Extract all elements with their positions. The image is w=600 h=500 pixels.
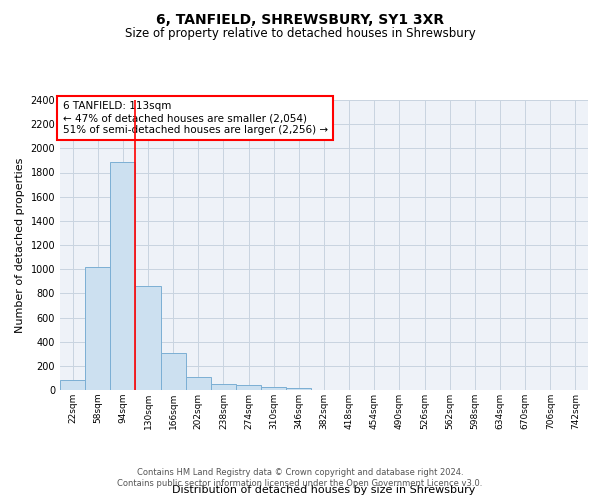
- Text: 6 TANFIELD: 113sqm
← 47% of detached houses are smaller (2,054)
51% of semi-deta: 6 TANFIELD: 113sqm ← 47% of detached hou…: [62, 102, 328, 134]
- Text: Size of property relative to detached houses in Shrewsbury: Size of property relative to detached ho…: [125, 28, 475, 40]
- Text: Contains HM Land Registry data © Crown copyright and database right 2024.
Contai: Contains HM Land Registry data © Crown c…: [118, 468, 482, 487]
- Bar: [261, 387, 286, 390]
- Bar: [136, 286, 161, 390]
- Bar: [85, 267, 110, 390]
- Bar: [286, 388, 311, 390]
- Bar: [60, 380, 85, 390]
- Text: 6, TANFIELD, SHREWSBURY, SY1 3XR: 6, TANFIELD, SHREWSBURY, SY1 3XR: [156, 12, 444, 26]
- Y-axis label: Number of detached properties: Number of detached properties: [15, 158, 25, 332]
- Bar: [211, 384, 236, 390]
- Bar: [236, 385, 261, 390]
- Bar: [161, 352, 186, 390]
- X-axis label: Distribution of detached houses by size in Shrewsbury: Distribution of detached houses by size …: [172, 484, 476, 494]
- Bar: [110, 162, 136, 390]
- Bar: [186, 376, 211, 390]
